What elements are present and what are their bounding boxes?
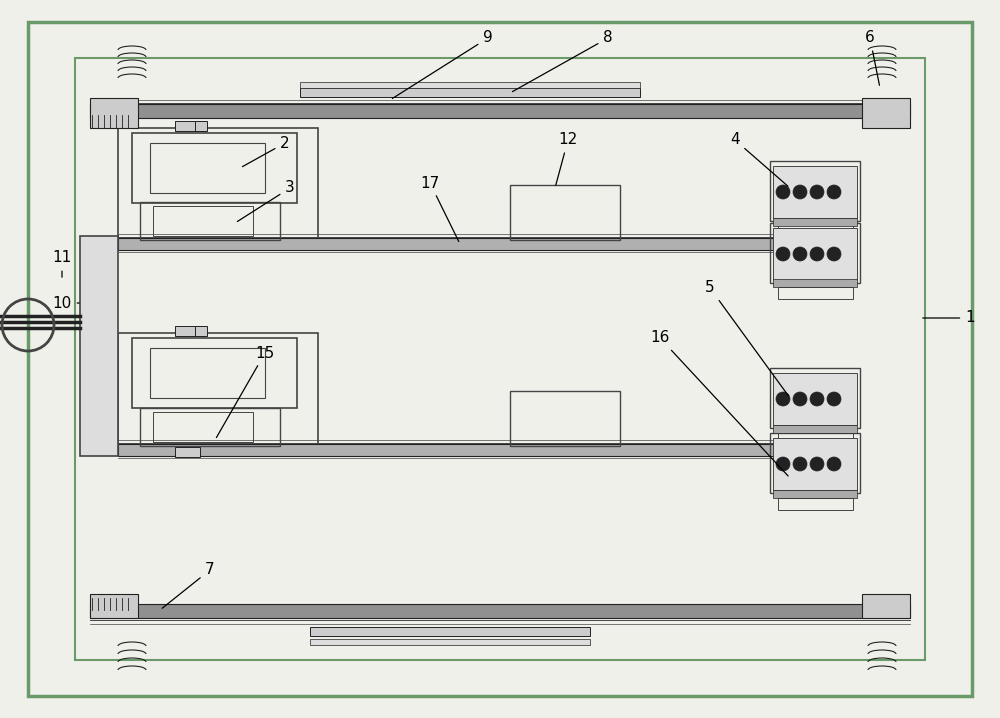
Circle shape (827, 247, 841, 261)
Circle shape (793, 392, 807, 406)
Circle shape (810, 247, 824, 261)
Bar (778, 498, 853, 510)
Bar (175, 121, 205, 131)
Bar (773, 438, 857, 490)
Bar (773, 228, 857, 280)
Bar (118, 333, 318, 453)
Bar (862, 98, 910, 128)
Circle shape (776, 392, 790, 406)
Text: 9: 9 (392, 30, 493, 98)
Bar (175, 326, 205, 336)
Bar (773, 218, 857, 226)
Bar (90, 594, 138, 618)
Bar (150, 348, 265, 398)
Circle shape (810, 457, 824, 471)
Circle shape (793, 185, 807, 199)
Bar (118, 238, 843, 250)
Bar (80, 236, 118, 456)
Circle shape (776, 185, 790, 199)
Bar (310, 627, 590, 636)
Bar (510, 391, 620, 446)
Bar (300, 88, 640, 97)
Bar (140, 408, 280, 446)
Circle shape (810, 185, 824, 199)
Text: 5: 5 (705, 281, 788, 396)
Bar (510, 185, 620, 240)
Bar (140, 202, 280, 240)
Text: 12: 12 (556, 133, 578, 185)
Bar (770, 223, 860, 283)
Bar (118, 128, 318, 248)
Circle shape (793, 247, 807, 261)
Circle shape (776, 247, 790, 261)
Bar (300, 82, 640, 88)
Bar (773, 373, 857, 425)
Bar (773, 166, 857, 218)
Bar (778, 287, 853, 299)
Text: 1: 1 (923, 310, 975, 325)
Bar (778, 432, 853, 444)
Circle shape (827, 457, 841, 471)
Bar (153, 206, 253, 236)
Bar (90, 604, 910, 618)
Bar (770, 161, 860, 221)
Bar (118, 444, 843, 456)
Text: 3: 3 (237, 180, 295, 222)
Text: 8: 8 (512, 30, 613, 92)
Circle shape (776, 457, 790, 471)
Text: 17: 17 (420, 175, 459, 241)
Bar (195, 121, 207, 131)
Bar (773, 425, 857, 433)
Text: 2: 2 (242, 136, 290, 167)
Bar (778, 224, 853, 236)
Bar (773, 490, 857, 498)
Bar (310, 639, 590, 645)
Bar (770, 433, 860, 493)
Text: 6: 6 (865, 30, 879, 85)
Circle shape (793, 457, 807, 471)
Text: 4: 4 (730, 133, 788, 186)
Circle shape (827, 392, 841, 406)
Bar (195, 326, 207, 336)
Bar (175, 447, 200, 457)
Bar (132, 133, 297, 203)
Text: 16: 16 (650, 330, 788, 476)
Bar (132, 338, 297, 408)
Text: 11: 11 (52, 251, 72, 277)
Bar (90, 104, 910, 118)
Bar (773, 279, 857, 287)
Bar (770, 368, 860, 428)
Bar (150, 143, 265, 193)
Bar (75, 58, 925, 660)
Circle shape (810, 392, 824, 406)
Bar (90, 98, 138, 128)
Bar (153, 412, 253, 442)
Circle shape (827, 185, 841, 199)
Text: 7: 7 (162, 562, 215, 608)
Bar (862, 594, 910, 618)
Text: 10: 10 (52, 296, 79, 310)
Text: 15: 15 (216, 345, 275, 437)
